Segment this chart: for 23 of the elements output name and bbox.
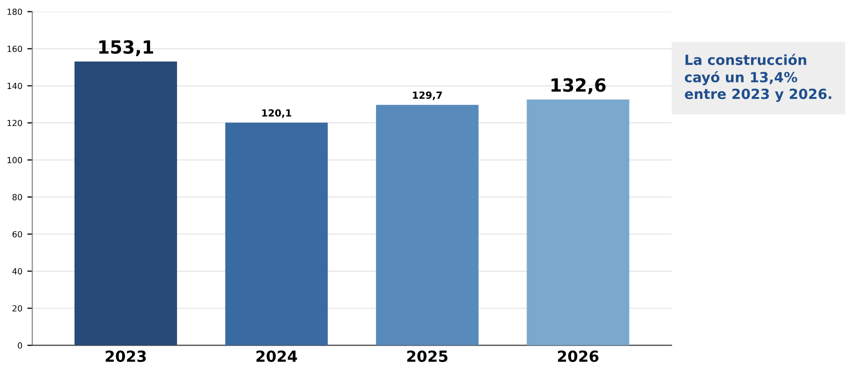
bar (225, 122, 328, 346)
data-label: 153,1 (99, 40, 154, 56)
data-label: 120,1 (262, 109, 292, 118)
x-tick-label: 2025 (407, 350, 448, 362)
y-tick-label: 60 (12, 231, 22, 238)
y-tick-label: 120 (8, 120, 22, 126)
y-tick-label: 180 (8, 8, 22, 15)
y-tick-label: 140 (8, 82, 22, 90)
data-label: 132,6 (552, 78, 606, 94)
x-tick-label: 2024 (256, 350, 298, 362)
y-tick-label: 40 (12, 268, 22, 274)
data-label: 129,7 (413, 91, 442, 100)
y-tick-label: 160 (8, 46, 22, 52)
y-tick-label: 0 (18, 342, 22, 349)
bar (376, 104, 479, 346)
y-tick-label: 20 (12, 305, 22, 312)
bar (526, 100, 630, 346)
y-tick-label: 100 (8, 156, 22, 164)
text: La construcción cayó un 13,4% entre 2023 y 2026. (684, 54, 832, 102)
x-tick-label: 2023 (106, 350, 146, 362)
bar (74, 62, 178, 346)
x-tick-label: 2026 (558, 350, 598, 362)
y-tick-label: 80 (12, 194, 22, 200)
